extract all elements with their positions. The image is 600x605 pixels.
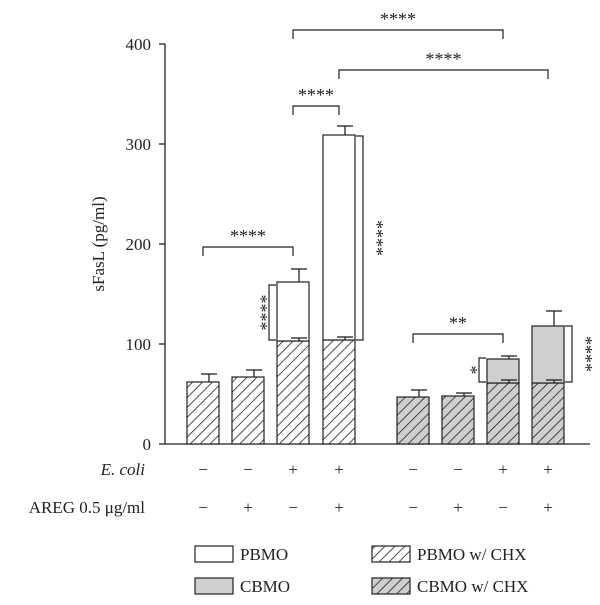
bar-base — [186, 381, 220, 445]
significance-label: **** — [230, 226, 266, 246]
legend-label-cbmo: CBMO — [240, 577, 290, 596]
y-ticks: 0 100 200 300 400 — [126, 35, 165, 454]
condition-signs: − − − + + − + + − − − + + − + + — [198, 460, 553, 517]
significance-label: * — [461, 366, 481, 375]
y-tick-label: 0 — [143, 435, 152, 454]
ecoli-sign: + — [334, 460, 344, 479]
bar-top — [486, 358, 520, 384]
areg-sign: − — [198, 498, 208, 517]
ecoli-row-label: E. coli — [100, 460, 146, 479]
bar-base — [396, 396, 430, 445]
significance-bracket — [356, 135, 364, 341]
significance-bracket — [565, 325, 573, 383]
bar-base — [276, 340, 310, 445]
significance-bracket — [338, 69, 549, 79]
areg-sign: − — [498, 498, 508, 517]
bar-base — [322, 339, 356, 445]
ecoli-sign: + — [288, 460, 298, 479]
significance-label: ** — [449, 313, 467, 333]
ecoli-sign: − — [408, 460, 418, 479]
significance-label: **** — [251, 295, 271, 331]
legend-label-pbmo-chx: PBMO w/ CHX — [417, 545, 527, 564]
significance-label: **** — [367, 220, 387, 256]
ecoli-sign: − — [453, 460, 463, 479]
legend-label-cbmo-chx: CBMO w/ CHX — [417, 577, 528, 596]
bar-base — [441, 395, 475, 445]
bar-base — [486, 382, 520, 445]
y-tick-label: 200 — [126, 235, 152, 254]
ecoli-sign: − — [243, 460, 253, 479]
significance-bracket — [292, 29, 504, 39]
y-axis-label: sFasL (pg/ml) — [89, 196, 108, 291]
legend-swatch-pbmo — [194, 545, 234, 563]
y-tick-label: 400 — [126, 35, 152, 54]
error-bars — [201, 125, 562, 397]
areg-sign: − — [288, 498, 298, 517]
legend-swatch-cbmo — [194, 577, 234, 595]
areg-sign: + — [543, 498, 553, 517]
areg-row-label: AREG 0.5 μg/ml — [29, 498, 146, 517]
areg-sign: + — [334, 498, 344, 517]
significance-bracket — [412, 333, 504, 343]
significance-bracket — [268, 284, 276, 341]
significance-label: **** — [426, 49, 462, 69]
bar-top — [322, 134, 356, 341]
legend-swatch-pbmo-chx — [371, 545, 411, 563]
areg-sign: + — [243, 498, 253, 517]
significance-label: **** — [380, 9, 416, 29]
bars — [186, 134, 565, 445]
bar-top — [531, 325, 565, 384]
bar-base — [231, 376, 265, 445]
ecoli-sign: − — [198, 460, 208, 479]
areg-sign: + — [453, 498, 463, 517]
bar-top — [276, 281, 310, 342]
ecoli-sign: + — [543, 460, 553, 479]
significance-bracket — [292, 105, 340, 115]
areg-sign: − — [408, 498, 418, 517]
significance-annotations: *************************** **** — [202, 9, 596, 383]
significance-bracket — [478, 357, 486, 383]
significance-label: **** — [576, 336, 596, 372]
legend-label-pbmo: PBMO — [240, 545, 288, 564]
ecoli-sign: + — [498, 460, 508, 479]
legend: PBMO CBMO PBMO w/ CHX CBMO w/ CHX — [194, 545, 528, 596]
legend-swatch-cbmo-chx — [371, 577, 411, 595]
y-tick-label: 100 — [126, 335, 152, 354]
bar-base — [531, 382, 565, 445]
significance-label: **** — [298, 85, 334, 105]
y-tick-label: 300 — [126, 135, 152, 154]
significance-bracket — [202, 246, 294, 256]
